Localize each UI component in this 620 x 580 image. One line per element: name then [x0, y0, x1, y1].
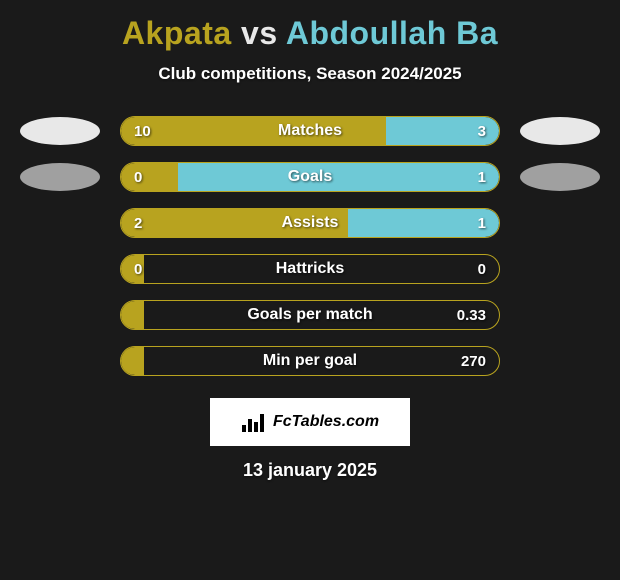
stat-value-right: 0.33	[457, 300, 486, 330]
player2-name: Abdoullah Ba	[286, 15, 498, 51]
stat-label: Goals per match	[120, 300, 500, 330]
stat-value-right: 1	[478, 162, 486, 192]
stats-list: Matches103Goals01Assists21Hattricks00Goa…	[20, 112, 600, 380]
player1-name: Akpata	[122, 15, 232, 51]
stat-value-left: 0	[134, 162, 142, 192]
stat-label: Matches	[120, 116, 500, 146]
stat-bar: Goals per match0.33	[120, 300, 500, 330]
stat-label: Goals	[120, 162, 500, 192]
comparison-widget: Akpata vs Abdoullah Ba Club competitions…	[0, 0, 620, 496]
stat-value-left: 10	[134, 116, 151, 146]
stat-row: Goals0 1	[20, 158, 600, 196]
credit-text: FcTables.com	[273, 413, 379, 431]
title: Akpata vs Abdoullah Ba	[20, 15, 600, 52]
stat-bar: Goals0 1	[120, 162, 500, 192]
stat-row: Goals per match0.33	[20, 296, 600, 334]
stat-bar: Assists2 1	[120, 208, 500, 238]
stat-label: Min per goal	[120, 346, 500, 376]
credit-box: FcTables.com	[210, 398, 410, 446]
stat-value-right: 270	[461, 346, 486, 376]
vs-text: vs	[241, 15, 278, 51]
stat-row: Min per goal270	[20, 342, 600, 380]
player2-avatar	[520, 117, 600, 145]
stat-row: Matches10 3	[20, 112, 600, 150]
player2-avatar	[520, 163, 600, 191]
stat-bar: Hattricks0 0	[120, 254, 500, 284]
bars-icon	[241, 411, 267, 433]
stat-row: Hattricks0 0	[20, 250, 600, 288]
stat-bar: Min per goal270	[120, 346, 500, 376]
stat-row: Assists2 1	[20, 204, 600, 242]
stat-value-right: 3	[478, 116, 486, 146]
player1-avatar	[20, 163, 100, 191]
stat-value-left: 0	[134, 254, 142, 284]
stat-value-left: 2	[134, 208, 142, 238]
stat-bar: Matches10 3	[120, 116, 500, 146]
stat-value-right: 1	[478, 208, 486, 238]
subtitle: Club competitions, Season 2024/2025	[20, 64, 600, 84]
stat-label: Assists	[120, 208, 500, 238]
date-text: 13 january 2025	[20, 460, 600, 481]
stat-value-right: 0	[478, 254, 486, 284]
stat-label: Hattricks	[120, 254, 500, 284]
player1-avatar	[20, 117, 100, 145]
